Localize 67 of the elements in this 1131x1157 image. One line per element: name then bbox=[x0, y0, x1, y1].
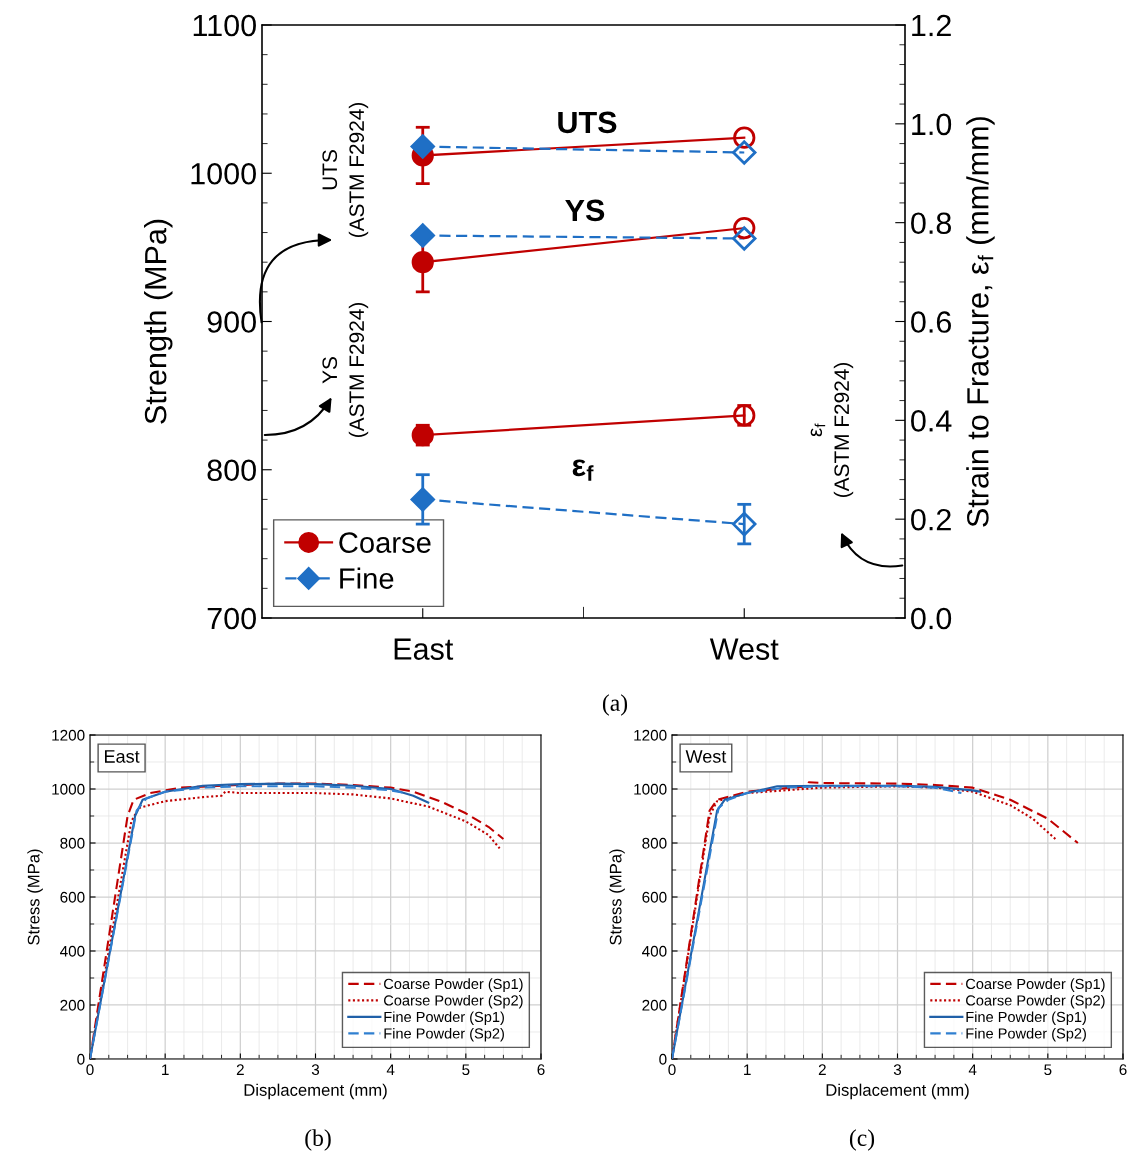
y-tick-label: 0 bbox=[77, 1053, 85, 1065]
y-axis-title: Stress (MPa) bbox=[609, 849, 625, 945]
annotation: YS (ASTM F2924) bbox=[322, 302, 369, 438]
y-tick-label: 900 bbox=[207, 311, 256, 333]
y-tick-label: 1000 bbox=[634, 783, 667, 795]
legend-label: Coarse Powder (Sp2) bbox=[966, 994, 1105, 1009]
y-tick-label: 600 bbox=[642, 891, 667, 903]
text: West bbox=[685, 750, 727, 763]
y-tick-label: 1000 bbox=[191, 162, 256, 185]
x-tick-label: 6 bbox=[537, 1064, 545, 1076]
x-tick-label: 2 bbox=[236, 1064, 244, 1075]
y-tick-label: 200 bbox=[642, 999, 667, 1011]
x-tick-label: 5 bbox=[1044, 1064, 1052, 1076]
x-tick-label: 1 bbox=[744, 1064, 751, 1075]
annotation: UTS (ASTM F2924) bbox=[322, 102, 369, 238]
legend-label: Fine Powder (Sp2) bbox=[384, 1027, 504, 1042]
y-tick-label: 600 bbox=[60, 891, 85, 903]
legend-label: Fine Powder (Sp1) bbox=[966, 1011, 1086, 1025]
legend-label: Coarse Powder (Sp2) bbox=[384, 994, 523, 1009]
x-tick-label: 1 bbox=[162, 1064, 169, 1075]
legend-label: Coarse Powder (Sp1) bbox=[384, 978, 523, 992]
annotation: UTS bbox=[558, 111, 617, 134]
x-tick-label: 0 bbox=[668, 1064, 676, 1076]
annotation: YS bbox=[565, 199, 605, 222]
y-tick-label: 200 bbox=[60, 999, 85, 1011]
annotation: ε$_{f}$ bbox=[572, 459, 594, 481]
text: (a) bbox=[602, 694, 628, 716]
y2-tick-label: 1.2 bbox=[912, 14, 951, 37]
legend-label: Fine Powder (Sp1) bbox=[384, 1011, 504, 1025]
y-tick-label: 400 bbox=[642, 945, 667, 957]
x-tick-label: 3 bbox=[893, 1064, 902, 1076]
legend-label: Fine bbox=[340, 567, 394, 589]
y2-tick-label: 0.2 bbox=[911, 508, 951, 531]
x-axis-title: Displacement (mm) bbox=[244, 1083, 387, 1100]
y-tick-label: 1000 bbox=[52, 783, 85, 795]
annotation: ε$_{f}$ (ASTM F2924) bbox=[810, 362, 854, 498]
x-tick-label: 0 bbox=[86, 1064, 94, 1076]
text: (b) bbox=[305, 1129, 331, 1151]
x-tick-label: 2 bbox=[818, 1064, 826, 1075]
y-tick-label: 1200 bbox=[634, 729, 667, 741]
y2-tick-label: 0.8 bbox=[911, 212, 952, 235]
y-axis-title: Stress (MPa) bbox=[27, 849, 43, 945]
y-tick-label: 1200 bbox=[52, 729, 85, 741]
y-tick-label: 800 bbox=[642, 837, 667, 849]
y-tick-label: 700 bbox=[207, 607, 256, 630]
text: (c) bbox=[849, 1129, 875, 1151]
y2-axis-title: Strain to Fracture, ε$_{f}$ (mm/mm) bbox=[966, 117, 995, 527]
legend-label: Fine Powder (Sp2) bbox=[966, 1027, 1086, 1042]
y-tick-label: 0 bbox=[659, 1053, 667, 1065]
x-axis-title: Displacement (mm) bbox=[826, 1083, 969, 1100]
y2-tick-label: 0.6 bbox=[911, 311, 951, 333]
y2-tick-label: 0.0 bbox=[911, 607, 952, 630]
x-tick-label: 4 bbox=[968, 1064, 977, 1075]
legend-label: Coarse Powder (Sp1) bbox=[966, 978, 1105, 992]
x-tick-label: 4 bbox=[386, 1064, 395, 1075]
text: East bbox=[105, 750, 140, 763]
y-axis-title: Strength (MPa) bbox=[144, 219, 173, 424]
y-tick-label: 800 bbox=[207, 459, 256, 482]
x-tick-label: 3 bbox=[311, 1064, 320, 1076]
legend-label: Coarse bbox=[339, 532, 431, 553]
y-tick-label: 1100 bbox=[193, 14, 256, 37]
x-tick-label: 6 bbox=[1119, 1064, 1127, 1076]
x-tick-label: 5 bbox=[462, 1064, 470, 1076]
y2-tick-label: 0.4 bbox=[911, 410, 952, 432]
y-tick-label: 800 bbox=[60, 837, 85, 849]
y-tick-label: 400 bbox=[60, 945, 85, 957]
y2-tick-label: 1.0 bbox=[912, 113, 952, 136]
